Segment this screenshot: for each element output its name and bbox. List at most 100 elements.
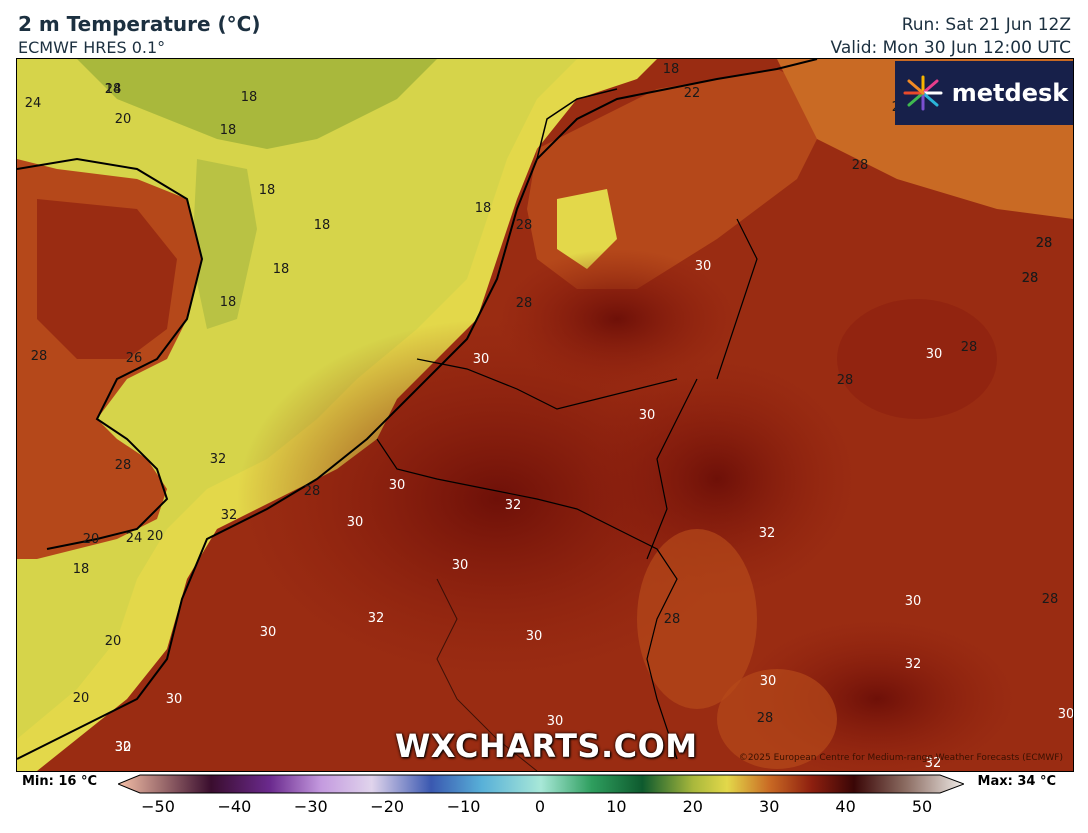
contour-label: 28 xyxy=(664,612,681,627)
contour-label: 30 xyxy=(473,352,490,367)
britain-coastline xyxy=(17,157,204,550)
colorbar-tick-label: −10 xyxy=(446,797,481,816)
metdesk-logo-text: metdesk xyxy=(951,79,1069,107)
contour-label: 18 xyxy=(241,90,258,105)
contour-label: 18 xyxy=(314,218,331,233)
contour-label: 30 xyxy=(905,594,922,609)
max-temperature-label: Max: 34 °C xyxy=(977,774,1056,789)
contour-label: 28 xyxy=(961,340,978,355)
rhine-hot-core xyxy=(497,249,737,389)
colorbar-tick-label: 40 xyxy=(835,797,856,816)
contour-label: 28 xyxy=(852,158,869,173)
germany-hot-core xyxy=(577,359,857,599)
contour-label: 32 xyxy=(368,611,385,626)
contour-label: 30 xyxy=(260,625,277,640)
contour-label: 28 xyxy=(1022,271,1039,286)
colorbar-tick-label: −30 xyxy=(293,797,328,816)
sea-cool-band xyxy=(192,159,257,329)
contour-label: 30 xyxy=(1058,707,1073,722)
contour-label: 28 xyxy=(1022,271,1039,286)
contour-label: 28 xyxy=(516,296,533,311)
metdesk-logo-icon xyxy=(903,75,943,111)
contour-label: 18 xyxy=(475,201,492,216)
contour-label: 22 xyxy=(684,86,701,101)
contour-label: 28 xyxy=(304,484,321,499)
contour-label: 28 xyxy=(516,218,533,233)
temperature-colorbar xyxy=(118,774,964,794)
german-border xyxy=(646,378,698,560)
contour-label: 30 xyxy=(389,478,406,493)
contour-label: 30 xyxy=(115,740,132,755)
contour-label: 24 xyxy=(126,531,143,546)
contour-label: 32 xyxy=(221,508,238,523)
black-forest-cooler xyxy=(717,669,837,769)
colorbar-tick-label: 10 xyxy=(606,797,627,816)
contour-label: 30 xyxy=(166,692,183,707)
rhine-valley-cooler xyxy=(637,529,757,709)
colorbar-tick-label: −50 xyxy=(141,797,175,816)
contour-label: 32 xyxy=(505,498,522,513)
colorbar-tick-label: 50 xyxy=(911,797,933,816)
dutch-german-border xyxy=(716,218,758,380)
contour-label: 32 xyxy=(115,740,132,755)
ijsselmeer-area xyxy=(557,189,617,269)
run-time: Run: Sat 21 Jun 12Z xyxy=(901,15,1071,35)
contour-label: 28 xyxy=(115,458,132,473)
contour-label: 20 xyxy=(73,691,90,706)
contour-label: 18 xyxy=(273,262,290,277)
contour-label: 18 xyxy=(73,562,90,577)
contour-label: 28 xyxy=(1036,236,1053,251)
contour-label: 24 xyxy=(105,82,122,97)
contour-label: 20 xyxy=(83,532,100,547)
britain-warm-core xyxy=(37,199,177,359)
map-canvas: 1818181818181818181824202226282828282828… xyxy=(17,59,1073,771)
contour-label: 30 xyxy=(695,259,712,274)
colorbar-ramp xyxy=(118,774,964,794)
contour-label: 30 xyxy=(760,674,777,689)
contour-label: 30 xyxy=(639,408,656,423)
sea-cool-north xyxy=(77,59,437,149)
contour-label: 20 xyxy=(115,112,132,127)
contour-label: 30 xyxy=(547,714,564,729)
contour-label: 18 xyxy=(220,123,237,138)
contour-label: 30 xyxy=(452,558,469,573)
saxony-core xyxy=(837,299,997,419)
min-temperature-label: Min: 16 °C xyxy=(22,774,98,789)
belgium-border xyxy=(416,358,678,410)
frisian-coast xyxy=(536,88,618,160)
contour-label: 18 xyxy=(259,183,276,198)
region-border xyxy=(436,578,538,771)
colorbar-tick-label: 20 xyxy=(682,797,703,816)
contour-label: 28 xyxy=(837,373,854,388)
contour-label: 20 xyxy=(105,634,122,649)
copyright-note: ©2025 European Centre for Medium-range W… xyxy=(738,753,1063,763)
contour-label: 28 xyxy=(1042,592,1059,607)
wxcharts-watermark: WXCHARTS.COM xyxy=(395,727,698,765)
contour-label: 30 xyxy=(347,515,364,530)
contour-label: 18 xyxy=(220,295,237,310)
contour-label: 28 xyxy=(1036,236,1053,251)
contour-label: 18 xyxy=(105,82,122,97)
contour-label: 28 xyxy=(757,711,774,726)
chart-title: 2 m Temperature (°C) xyxy=(18,12,261,36)
contour-label: 28 xyxy=(31,349,48,364)
contour-label: 32 xyxy=(905,657,922,672)
contour-label: 32 xyxy=(210,452,227,467)
colorbar-tick-label: 0 xyxy=(534,797,546,816)
colorbar-tick-label: −20 xyxy=(370,797,405,816)
france-border xyxy=(376,438,678,760)
colorbar-tick-label: 30 xyxy=(759,797,780,816)
valid-time: Valid: Mon 30 Jun 12:00 UTC xyxy=(830,38,1071,58)
contour-label: 32 xyxy=(759,526,776,541)
model-subtitle: ECMWF HRES 0.1° xyxy=(18,38,166,57)
contour-labels: 1818181818181818181824202226282828282828… xyxy=(25,62,1073,771)
contour-label: 18 xyxy=(663,62,680,77)
continental-coastline xyxy=(17,59,818,760)
colorbar-tick-label: −40 xyxy=(217,797,252,816)
contour-label: 24 xyxy=(25,96,42,111)
contour-label: 26 xyxy=(126,351,143,366)
contour-label: 30 xyxy=(526,629,543,644)
contour-label: 20 xyxy=(147,529,164,544)
contour-label: 30 xyxy=(926,347,943,362)
temperature-map: 18 18 18 18 18 18 18 18 18 18 24 20 22 26 28 28 28 28 28 28… xyxy=(16,58,1074,772)
